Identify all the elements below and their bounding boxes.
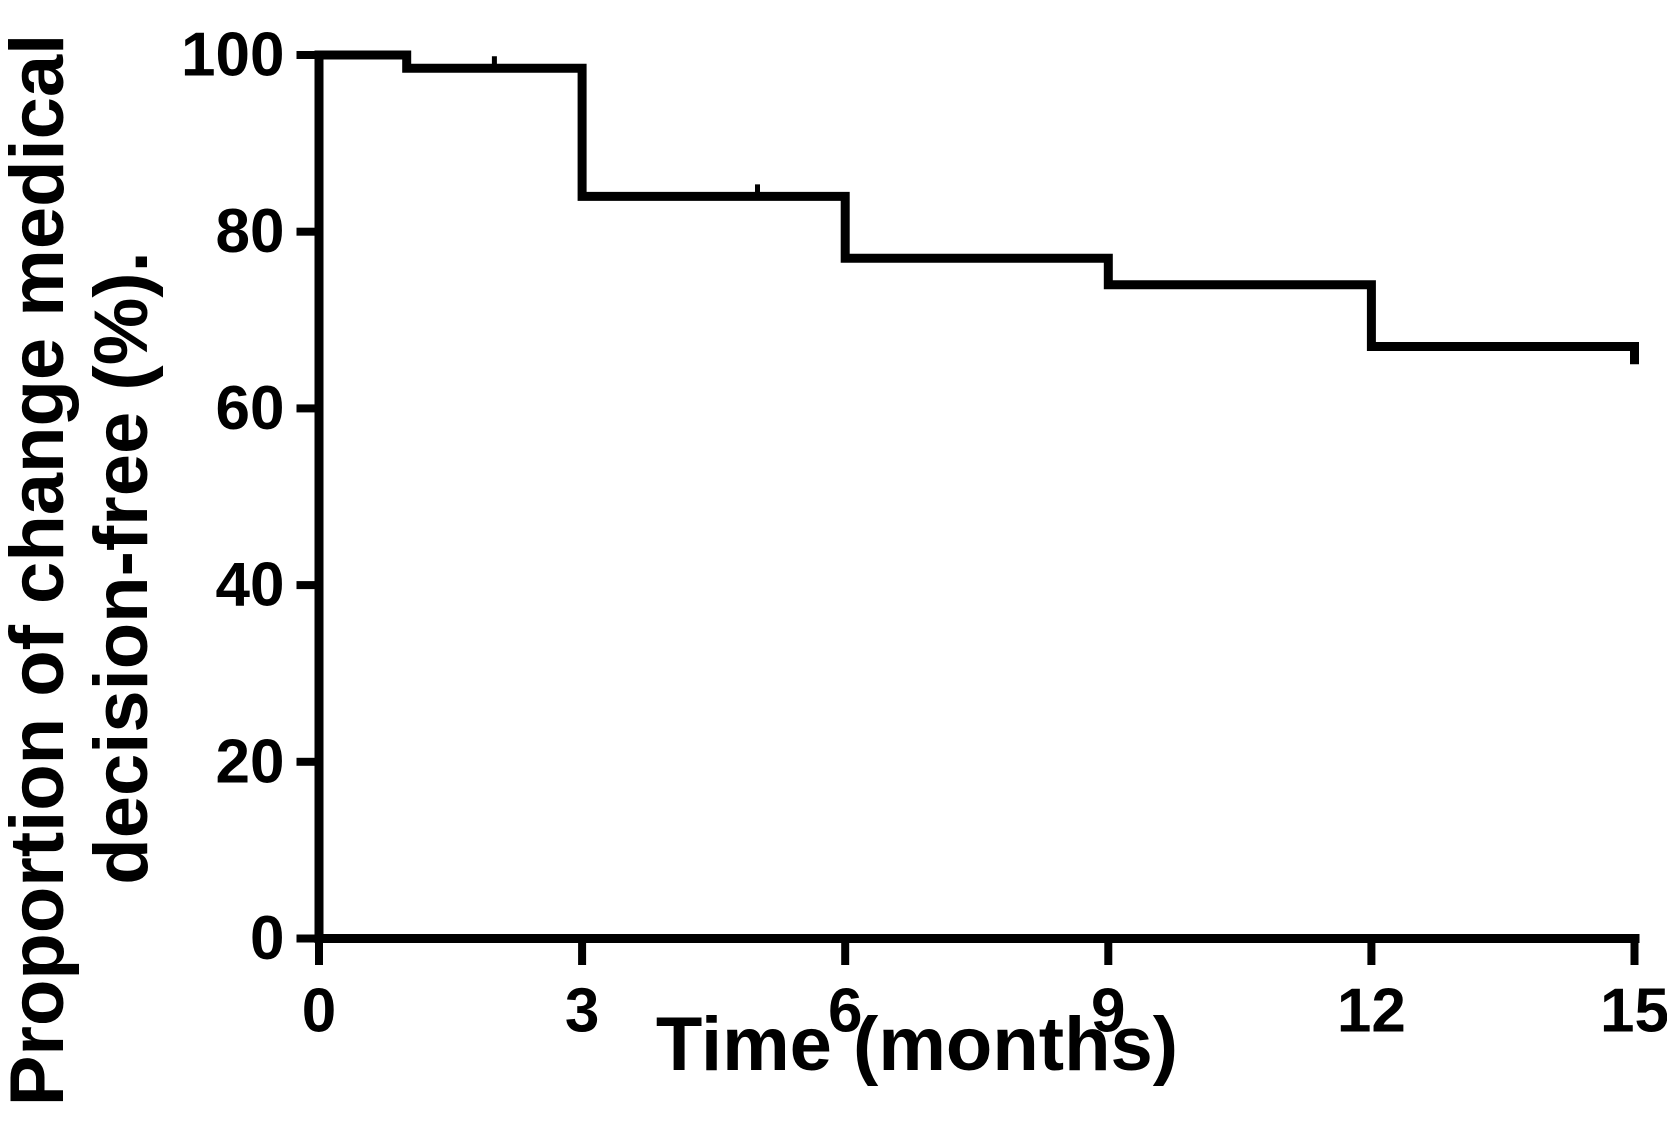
x-axis bbox=[314, 934, 1640, 943]
y-tick-label: 40 bbox=[216, 551, 285, 620]
y-axis-title-line2: decision-free (%). bbox=[79, 251, 164, 885]
x-tick-mark bbox=[315, 943, 323, 965]
censor-tick bbox=[491, 56, 497, 71]
x-tick-label: 3 bbox=[565, 977, 599, 1046]
x-tick-label: 15 bbox=[1600, 977, 1667, 1046]
y-tick-mark bbox=[296, 51, 315, 59]
x-tick-label: 9 bbox=[1091, 977, 1125, 1046]
y-tick-mark bbox=[296, 757, 315, 766]
y-tick-mark bbox=[296, 934, 315, 943]
x-tick-label: 6 bbox=[828, 977, 862, 1046]
censor-tick bbox=[755, 184, 760, 199]
y-tick-mark bbox=[296, 404, 315, 413]
y-axis-title-line1: Proportion of change medical bbox=[0, 33, 80, 1107]
y-tick-label: 60 bbox=[216, 374, 285, 443]
x-tick-mark bbox=[1630, 943, 1639, 965]
x-tick-mark bbox=[578, 943, 587, 965]
y-tick-mark bbox=[296, 581, 315, 590]
x-tick-label: 0 bbox=[302, 977, 336, 1046]
y-tick-label: 20 bbox=[216, 727, 285, 796]
y-tick-label: 0 bbox=[250, 904, 284, 973]
x-axis-title: Time (months) bbox=[655, 1002, 1179, 1087]
y-axis bbox=[314, 50, 324, 943]
survival-curve bbox=[319, 50, 1639, 365]
x-tick-mark bbox=[1104, 943, 1113, 965]
x-tick-label: 12 bbox=[1337, 977, 1406, 1046]
x-tick-mark bbox=[841, 943, 850, 965]
y-tick-mark bbox=[296, 227, 315, 236]
y-tick-label: 80 bbox=[216, 197, 285, 266]
x-tick-mark bbox=[1367, 943, 1376, 965]
y-tick-label: 100 bbox=[181, 21, 284, 90]
